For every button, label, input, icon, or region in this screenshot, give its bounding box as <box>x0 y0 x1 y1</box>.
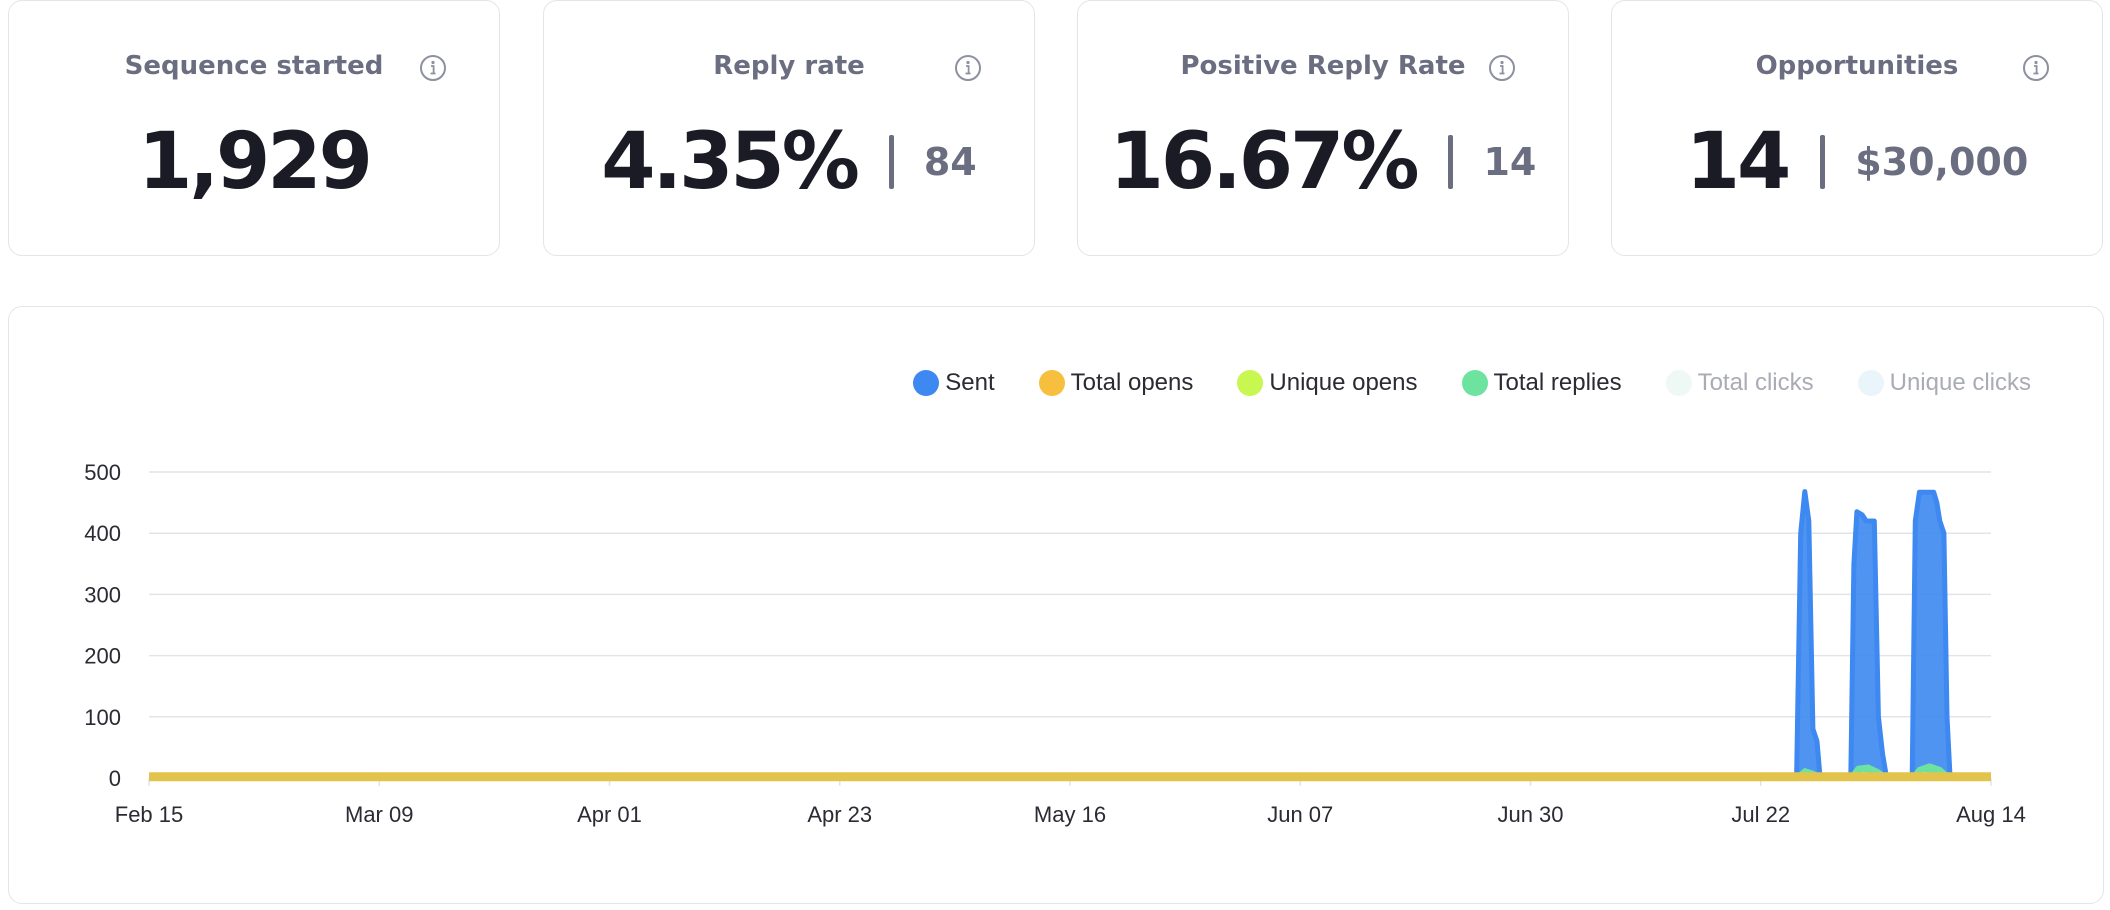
info-icon[interactable] <box>954 54 982 82</box>
series-area-sent <box>149 491 1991 778</box>
x-tick-label: Mar 09 <box>345 802 413 827</box>
legend-item-total-clicks[interactable]: Total clicks <box>1665 369 1814 397</box>
legend-label: Total replies <box>1493 369 1622 396</box>
legend-label: Sent <box>945 369 995 396</box>
legend-item-total-opens[interactable]: Total opens <box>1038 369 1194 397</box>
card-reply-rate: Reply rate 4.35% 84 <box>543 0 1035 256</box>
value-separator <box>1820 135 1826 189</box>
card-title: Positive Reply Rate <box>1180 51 1466 81</box>
x-tick-label: May 16 <box>1034 802 1106 827</box>
legend-dot-icon <box>1665 370 1692 396</box>
legend-item-unique-clicks[interactable]: Unique clicks <box>1857 369 2031 397</box>
card-sub-number: $30,000 <box>1855 140 2029 184</box>
card-main-number: 1,929 <box>138 117 373 207</box>
legend-dot-icon <box>913 370 940 396</box>
legend-dot-icon <box>1237 370 1264 396</box>
y-tick-label: 500 <box>84 460 121 485</box>
card-title: Opportunities <box>1755 51 1959 81</box>
info-icon[interactable] <box>419 54 447 82</box>
card-positive-reply-rate: Positive Reply Rate 16.67% 14 <box>1077 0 1569 256</box>
legend-dot-icon <box>1461 370 1488 396</box>
y-tick-label: 400 <box>84 521 121 546</box>
legend-item-sent[interactable]: Sent <box>913 369 995 397</box>
y-tick-label: 300 <box>84 582 121 607</box>
card-value: 1,929 <box>9 123 499 201</box>
x-tick-label: Apr 23 <box>807 802 872 827</box>
info-icon[interactable] <box>1488 54 1516 82</box>
legend-label: Unique opens <box>1269 369 1418 396</box>
card-value: 16.67% 14 <box>1078 123 1568 201</box>
card-main-number: 4.35% <box>601 117 860 207</box>
y-tick-label: 200 <box>84 644 121 669</box>
card-sub-number: 14 <box>1483 140 1537 184</box>
card-title: Sequence started <box>124 51 384 81</box>
card-main-number: 16.67% <box>1109 117 1420 207</box>
legend-dot-icon <box>1038 370 1065 396</box>
card-value: 14 $30,000 <box>1612 123 2102 201</box>
card-title: Reply rate <box>713 51 865 81</box>
x-tick-label: Jun 30 <box>1497 802 1563 827</box>
activity-chart: 0 100 200 300 400 500 Feb 15 Mar 09 Apr 01 Apr 23… <box>84 460 2026 827</box>
legend-label: Total clicks <box>1697 369 1814 396</box>
activity-chart-card: 0 100 200 300 400 500 Feb 15 Mar 09 Apr 01 Apr 23… <box>8 306 2104 904</box>
card-opportunities: Opportunities 14 $30,000 <box>1611 0 2103 256</box>
x-tick-label: Feb 15 <box>115 802 184 827</box>
card-sub-number: 84 <box>923 140 977 184</box>
card-main-number: 14 <box>1685 117 1792 207</box>
card-sequence-started: Sequence started 1,929 <box>8 0 500 256</box>
y-tick-label: 100 <box>84 705 121 730</box>
legend-dot-icon <box>1857 370 1884 396</box>
x-tick-label: Jun 07 <box>1267 802 1333 827</box>
card-value: 4.35% 84 <box>544 123 1034 201</box>
legend-label: Total opens <box>1070 369 1194 396</box>
value-separator <box>888 135 894 189</box>
legend-label: Unique clicks <box>1889 369 2031 396</box>
series-line-sent <box>149 489 1991 781</box>
x-tick-label: Jul 22 <box>1731 802 1790 827</box>
y-tick-label: 0 <box>109 766 121 791</box>
legend-item-total-replies[interactable]: Total replies <box>1461 369 1622 397</box>
info-icon[interactable] <box>2022 54 2050 82</box>
legend-item-unique-opens[interactable]: Unique opens <box>1237 369 1418 397</box>
x-tick-label: Aug 14 <box>1956 802 2026 827</box>
x-tick-label: Apr 01 <box>577 802 642 827</box>
series-line-total-replies <box>149 763 1991 781</box>
value-separator <box>1448 135 1454 189</box>
chart-legend: Sent Total opens Unique opens Total replies… <box>869 369 2031 397</box>
